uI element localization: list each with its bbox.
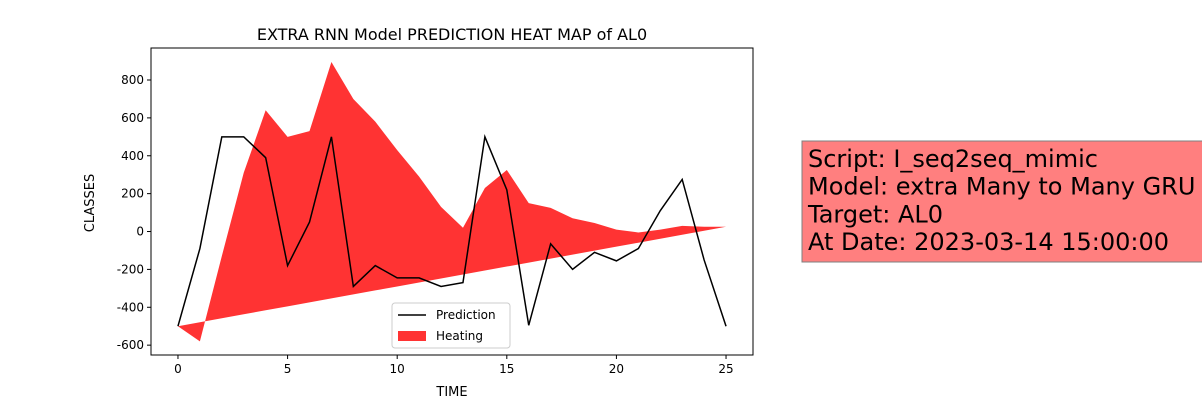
annotation-line: Target: AL0 bbox=[807, 200, 943, 228]
x-tick-label: 0 bbox=[174, 362, 182, 376]
chart-title: EXTRA RNN Model PREDICTION HEAT MAP of A… bbox=[257, 25, 647, 44]
x-tick-label: 20 bbox=[609, 362, 624, 376]
y-tick-label: -600 bbox=[117, 338, 144, 352]
x-tick-label: 25 bbox=[718, 362, 733, 376]
y-tick-label: 800 bbox=[121, 73, 144, 87]
prediction-line bbox=[177, 134, 727, 327]
annotation-line: At Date: 2023-03-14 15:00:00 bbox=[808, 228, 1169, 256]
annotation-line: Script: I_seq2seq_mimic bbox=[808, 145, 1098, 173]
legend-label: Prediction bbox=[436, 308, 496, 322]
plot-frame bbox=[150, 47, 754, 356]
y-tick-label: 200 bbox=[121, 187, 144, 201]
y-tick-label: -200 bbox=[117, 262, 144, 276]
y-tick-label: -400 bbox=[117, 300, 144, 314]
annotation-box bbox=[801, 140, 1202, 263]
x-tick-label: 5 bbox=[284, 362, 292, 376]
legend-swatch bbox=[398, 331, 426, 341]
y-tick-label: 400 bbox=[121, 149, 144, 163]
x-axis-label: TIME bbox=[435, 385, 467, 400]
x-tick-label: 10 bbox=[390, 362, 405, 376]
x-tick-label: 15 bbox=[499, 362, 514, 376]
annotation-line: Model: extra Many to Many GRU bbox=[808, 173, 1195, 201]
y-tick-label: 0 bbox=[136, 225, 144, 239]
y-tick-label: 600 bbox=[121, 111, 144, 125]
y-axis-label: CLASSES bbox=[83, 174, 98, 232]
heating-area bbox=[177, 62, 727, 342]
legend-label: Heating bbox=[436, 329, 483, 343]
